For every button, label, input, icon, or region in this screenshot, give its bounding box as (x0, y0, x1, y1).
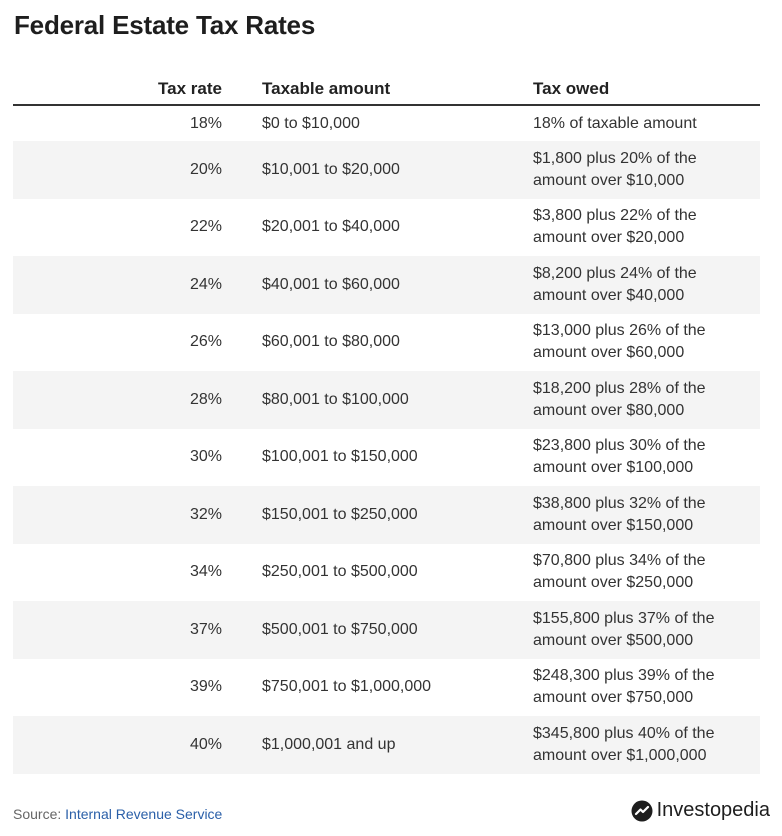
cell-taxable-amount: $1,000,001 and up (262, 735, 396, 753)
source-prefix: Source: (13, 806, 66, 822)
cell-taxable-amount: $500,001 to $750,000 (262, 620, 418, 638)
table-row: 30% $100,001 to $150,000 $23,800 plus 30… (13, 429, 760, 487)
cell-taxable-amount: $150,001 to $250,000 (262, 505, 418, 523)
cell-tax-rate: 28% (189, 390, 222, 408)
header-taxable-amount: Taxable amount (262, 79, 391, 98)
table-row: 34% $250,001 to $500,000 $70,800 plus 34… (13, 544, 760, 602)
cell-tax-rate: 24% (189, 275, 222, 293)
cell-tax-owed: $155,800 plus 37% of the amount over $50… (533, 609, 715, 649)
table-row: 18% $0 to $10,000 18% of taxable amount (13, 106, 760, 141)
cell-tax-owed: $38,800 plus 32% of the amount over $150… (533, 494, 706, 534)
brand-name: Investopedia (656, 799, 770, 821)
table-header: Tax rate Taxable amount Tax owed (13, 72, 760, 106)
table-row: 24% $40,001 to $60,000 $8,200 plus 24% o… (13, 256, 760, 314)
table-row: 39% $750,001 to $1,000,000 $248,300 plus… (13, 659, 760, 717)
table-row: 28% $80,001 to $100,000 $18,200 plus 28%… (13, 371, 760, 429)
cell-tax-owed: $8,200 plus 24% of the amount over $40,0… (533, 264, 697, 304)
cell-taxable-amount: $100,001 to $150,000 (262, 448, 418, 466)
cell-taxable-amount: $10,001 to $20,000 (262, 160, 400, 178)
source-link[interactable]: Internal Revenue Service (65, 806, 223, 822)
estate-tax-table: Tax rate Taxable amount Tax owed 18% $0 … (13, 72, 760, 774)
cell-taxable-amount: $0 to $10,000 (262, 114, 360, 132)
page-title: Federal Estate Tax Rates (14, 10, 316, 40)
table-row: 32% $150,001 to $250,000 $38,800 plus 32… (13, 486, 760, 544)
header-tax-owed: Tax owed (533, 79, 610, 98)
table-row: 20% $10,001 to $20,000 $1,800 plus 20% o… (13, 141, 760, 199)
cell-tax-rate: 39% (189, 678, 222, 696)
cell-tax-owed: $23,800 plus 30% of the amount over $100… (533, 437, 706, 477)
cell-tax-rate: 20% (189, 160, 222, 178)
header-tax-rate: Tax rate (158, 79, 222, 98)
cell-taxable-amount: $20,001 to $40,000 (262, 218, 400, 236)
cell-tax-rate: 37% (189, 620, 222, 638)
investopedia-logo-icon (631, 800, 653, 822)
cell-taxable-amount: $60,001 to $80,000 (262, 333, 400, 351)
brand-logo[interactable]: Investopedia (631, 799, 770, 822)
table-row: 26% $60,001 to $80,000 $13,000 plus 26% … (13, 314, 760, 372)
cell-tax-owed: $1,800 plus 20% of the amount over $10,0… (533, 149, 697, 189)
cell-tax-rate: 30% (189, 448, 222, 466)
cell-tax-owed: $248,300 plus 39% of the amount over $75… (533, 667, 715, 707)
cell-tax-rate: 22% (189, 218, 222, 236)
cell-tax-owed: $3,800 plus 22% of the amount over $20,0… (533, 207, 697, 247)
cell-taxable-amount: $750,001 to $1,000,000 (262, 678, 432, 696)
table-body: 18% $0 to $10,000 18% of taxable amount … (13, 106, 760, 774)
table-row: 40% $1,000,001 and up $345,800 plus 40% … (13, 716, 760, 774)
cell-taxable-amount: $80,001 to $100,000 (262, 390, 409, 408)
cell-tax-rate: 18% (189, 114, 222, 132)
cell-taxable-amount: $40,001 to $60,000 (262, 275, 400, 293)
cell-tax-rate: 40% (189, 735, 222, 753)
source-note: Source: Internal Revenue Service (13, 806, 222, 822)
cell-tax-owed: $18,200 plus 28% of the amount over $80,… (533, 379, 706, 419)
table-row: 37% $500,001 to $750,000 $155,800 plus 3… (13, 601, 760, 659)
cell-tax-owed: $345,800 plus 40% of the amount over $1,… (533, 724, 715, 764)
table-row: 22% $20,001 to $40,000 $3,800 plus 22% o… (13, 199, 760, 257)
cell-tax-owed: 18% of taxable amount (533, 114, 697, 132)
cell-tax-owed: $70,800 plus 34% of the amount over $250… (533, 552, 706, 592)
cell-tax-owed: $13,000 plus 26% of the amount over $60,… (533, 322, 706, 362)
cell-tax-rate: 34% (189, 563, 222, 581)
cell-tax-rate: 26% (189, 333, 222, 351)
cell-tax-rate: 32% (189, 505, 222, 523)
cell-taxable-amount: $250,001 to $500,000 (262, 563, 418, 581)
